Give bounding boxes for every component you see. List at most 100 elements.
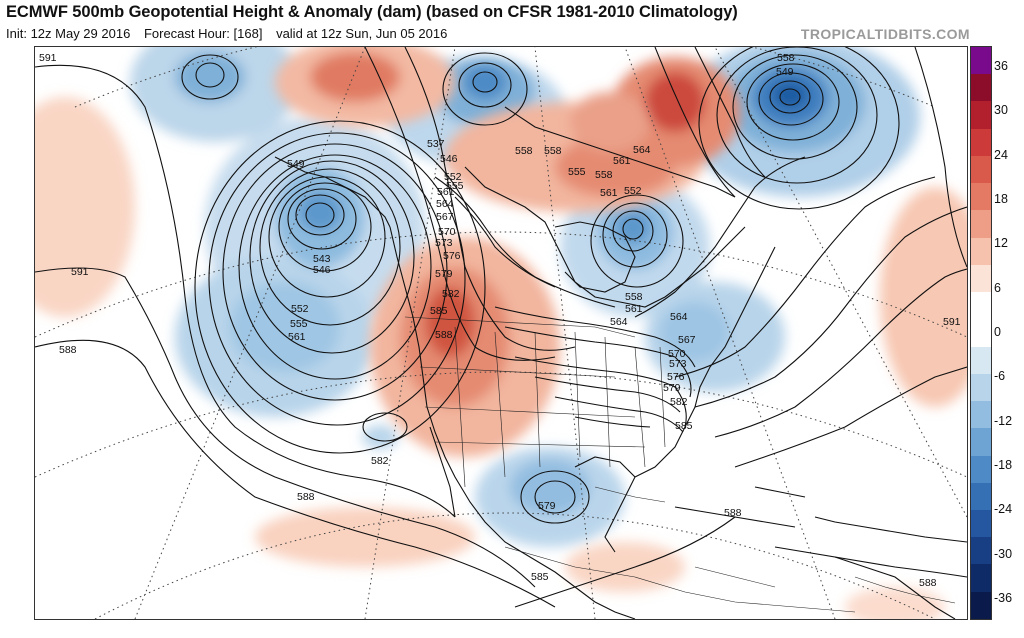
political-borders [404, 316, 956, 613]
contour-label: 570 [668, 348, 686, 360]
contour-label: 579 [538, 500, 556, 512]
contour-label: 591 [71, 266, 89, 278]
colorbar-step [971, 401, 991, 429]
contour-label: 552 [444, 171, 462, 183]
colorbar-label: 18 [994, 192, 1008, 206]
colorbar-label: 36 [994, 59, 1008, 73]
contour-label: 558 [544, 145, 562, 157]
contour-label: 585 [430, 305, 448, 317]
contour-label: 588 [297, 491, 315, 503]
colorbar-label: 6 [994, 280, 1001, 295]
colorbar-step [971, 319, 991, 347]
contour-label: 546 [313, 264, 331, 276]
colorbar-labels: 36 30 24 18 12 6 0 -6 -12 -18 -24 -30 -36 [994, 46, 1024, 618]
colorbar-step [971, 237, 991, 265]
contour-label: 555 [446, 180, 464, 192]
colorbar-step [971, 591, 991, 619]
positive-anomaly-shading [35, 47, 967, 619]
colorbar-step [971, 74, 991, 102]
map-subtitle: Init: 12z May 29 2016 Forecast Hour: [16… [6, 26, 457, 41]
contour-label: 567 [678, 334, 696, 346]
colorbar-step [971, 455, 991, 483]
contour-label: 588 [59, 344, 77, 356]
contour-label: 582 [371, 455, 389, 467]
contour-label: 549 [287, 158, 305, 170]
colorbar-step [971, 210, 991, 238]
contour-label: 564 [633, 144, 651, 156]
contour-label: 588 [724, 507, 742, 519]
colorbar-step [971, 373, 991, 402]
colorbar-label: -12 [994, 413, 1013, 428]
contour-label: 546 [440, 153, 458, 165]
contour-label: 558 [595, 169, 613, 181]
contour-label: 579 [435, 268, 453, 280]
contour-label: 570 [438, 226, 456, 238]
contour-label: 537 [427, 138, 445, 150]
anomaly-colorbar [970, 46, 992, 620]
colorbar-label: 12 [994, 236, 1008, 251]
contour-label: 549 [776, 66, 794, 78]
map-canvas: 5915915885495435465525555615375465525555… [35, 47, 967, 619]
contour-label: 582 [670, 396, 688, 408]
colorbar-label: -6 [994, 369, 1006, 384]
contour-label: 585 [531, 571, 549, 583]
contour-label: 582 [442, 288, 460, 300]
contour-label: 543 [313, 253, 331, 265]
contour-label: 573 [435, 237, 453, 249]
contour-label: 573 [669, 358, 687, 370]
contour-label: 579 [663, 382, 681, 394]
contour-label: 555 [568, 166, 586, 178]
colorbar-label: 30 [994, 103, 1008, 118]
colorbar-step [971, 482, 991, 510]
contour-label: 591 [39, 52, 57, 64]
contour-label: 561 [437, 186, 455, 198]
colorbar-label: -24 [994, 502, 1013, 517]
colorbar-label: -30 [994, 546, 1013, 561]
contour-label: 564 [610, 316, 628, 328]
colorbar-step [971, 47, 991, 75]
contour-label: 558 [777, 52, 795, 64]
contour-label: 576 [443, 250, 461, 262]
colorbar-step [971, 509, 991, 538]
lat-lon-grid [35, 47, 967, 619]
colorbar-step [971, 428, 991, 456]
contour-label: 588 [919, 577, 937, 589]
contour-label: 576 [667, 371, 685, 383]
colorbar-step [971, 346, 991, 374]
valid-time: valid at 12z Sun, Jun 05 2016 [276, 26, 448, 41]
contour-label: 567 [436, 211, 454, 223]
forecast-map: 5915915885495435465525555615375465525555… [34, 46, 968, 620]
colorbar-label: -18 [994, 458, 1013, 472]
map-title: ECMWF 500mb Geopotential Height & Anomal… [6, 3, 738, 21]
colorbar-step [971, 183, 991, 211]
contour-label: 561 [613, 155, 631, 167]
contour-label: 585 [675, 420, 693, 432]
colorbar-step [971, 292, 991, 320]
height-contours [35, 47, 967, 608]
contour-label: 564 [670, 311, 688, 323]
colorbar-step [971, 564, 991, 592]
colorbar-step [971, 101, 991, 129]
colorbar-step [971, 128, 991, 156]
forecast-hour: Forecast Hour: [168] [143, 26, 263, 41]
contour-labels: 5915915885495435465525555615375465525555… [39, 52, 961, 589]
colorbar-label: 0 [994, 325, 1001, 339]
colorbar-step [971, 155, 991, 184]
contour-label: 552 [291, 303, 309, 315]
colorbar-label: 24 [994, 147, 1008, 162]
contour-label: 552 [624, 185, 642, 197]
init-time: Init: 12z May 29 2016 [6, 26, 131, 41]
contour-label: 558 [625, 291, 643, 303]
watermark: TROPICALTIDBITS.COM [800, 26, 970, 42]
contour-label: 561 [288, 331, 306, 343]
contour-label: 591 [943, 316, 961, 328]
contour-label: 564 [436, 198, 454, 210]
colorbar-step [971, 537, 991, 565]
contour-label: 558 [515, 145, 533, 157]
contour-label: 561 [600, 187, 618, 199]
contour-label: 555 [290, 318, 308, 330]
colorbar-label: -36 [994, 591, 1013, 605]
contour-label: 588 [435, 329, 453, 341]
colorbar-step [971, 264, 991, 293]
contour-label: 561 [625, 303, 643, 315]
